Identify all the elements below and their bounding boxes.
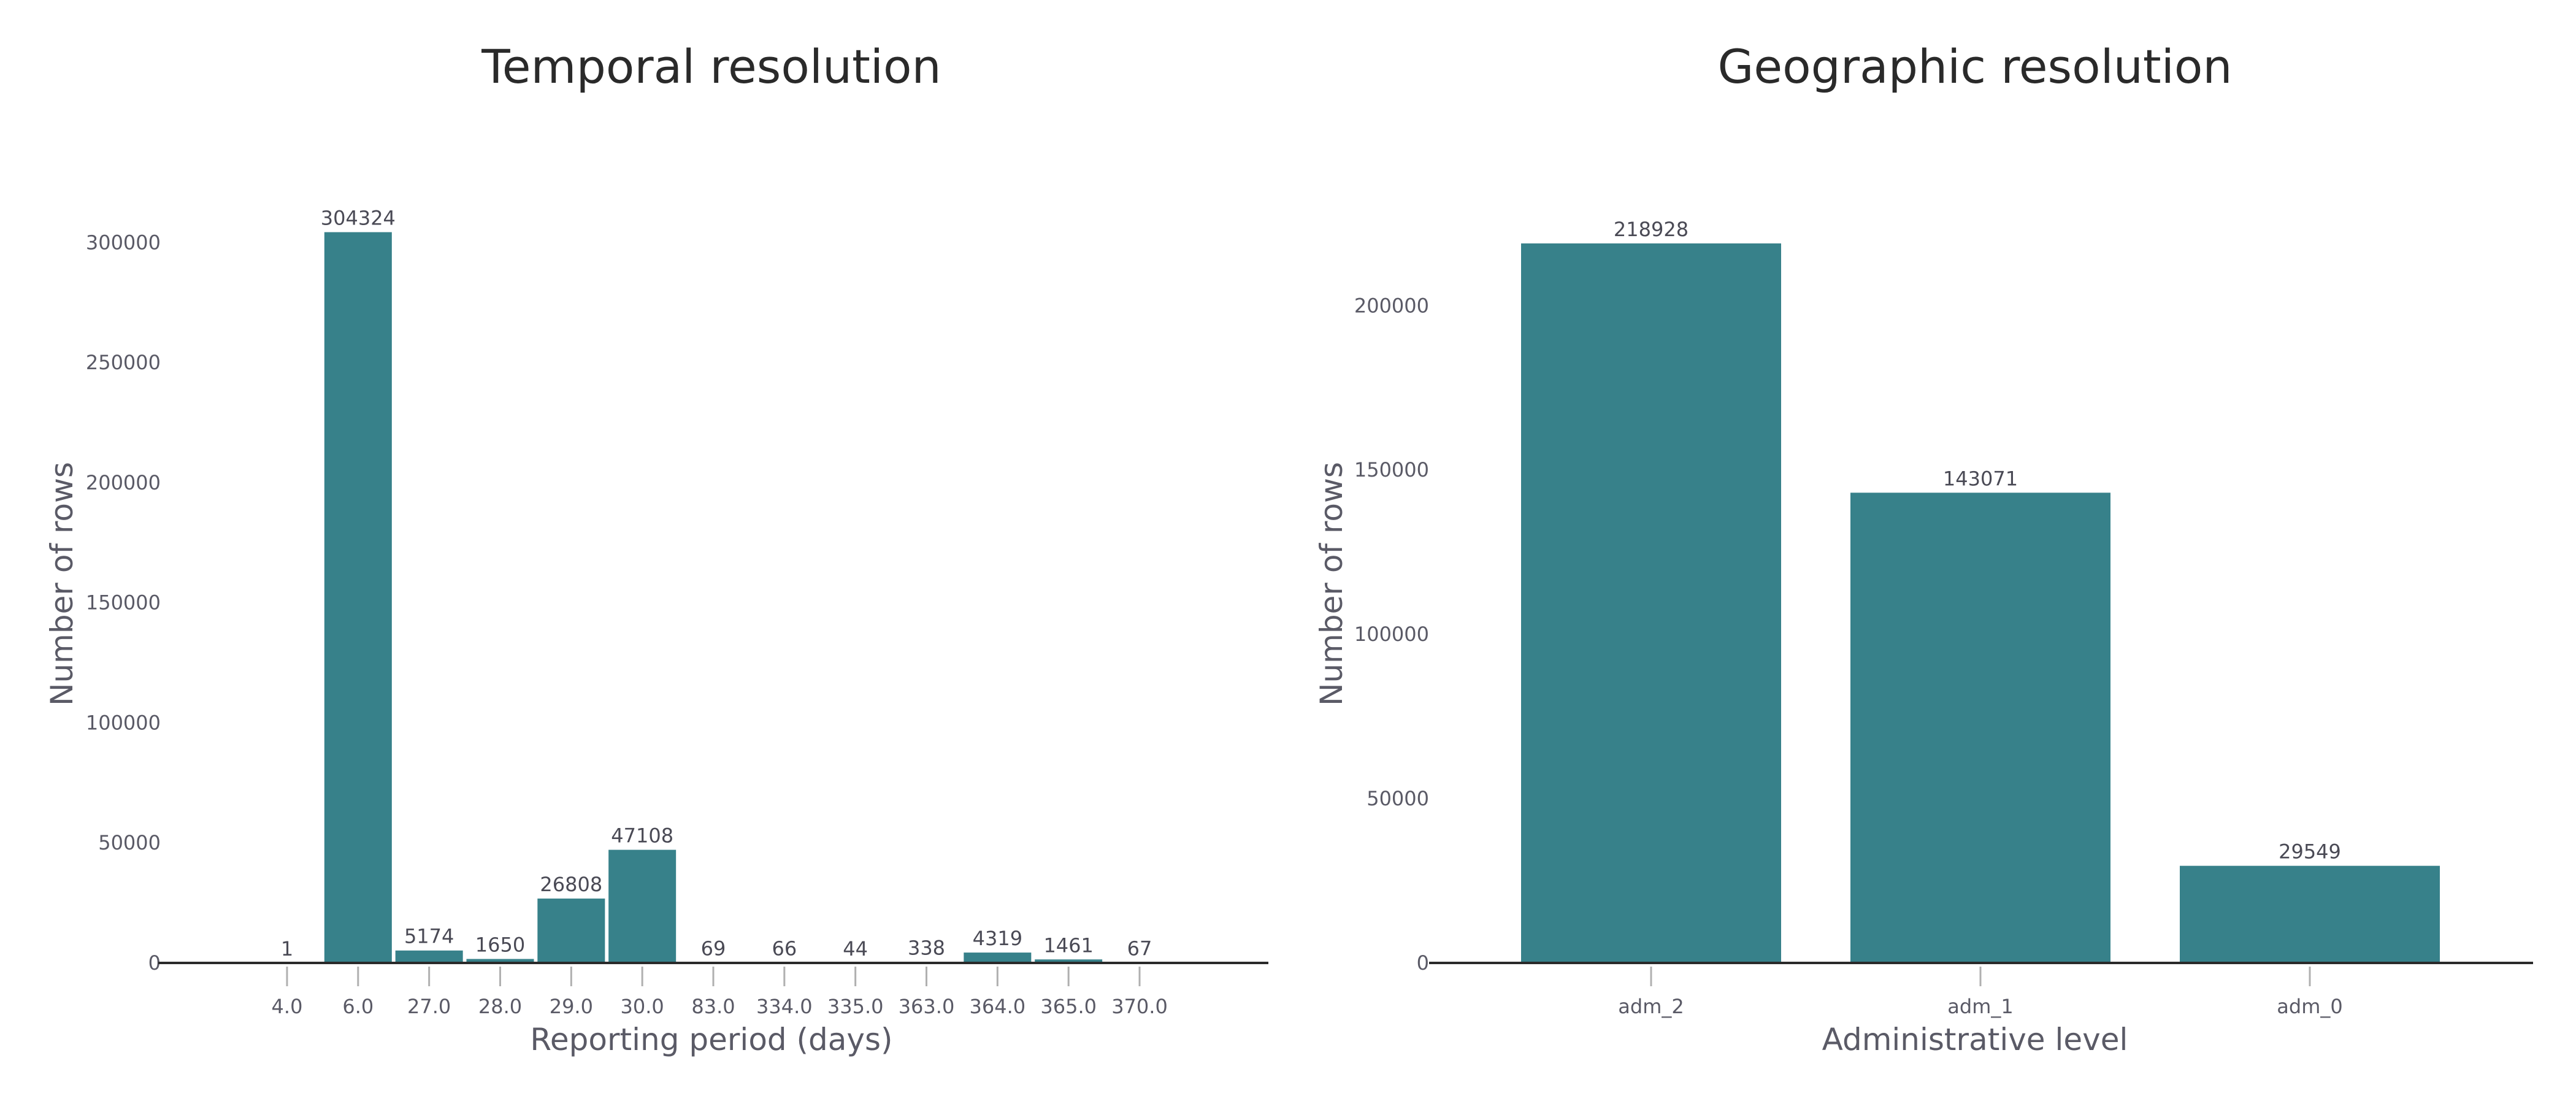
y-tick-label: 0 [1417, 951, 1429, 975]
data-label: 1461 [1043, 933, 1093, 957]
x-tick-label: 27.0 [407, 995, 451, 1018]
x-tick-label: 4.0 [272, 995, 303, 1018]
data-label: 67 [1127, 937, 1152, 960]
y-tick-label: 150000 [86, 591, 161, 615]
temporal-resolution-chart: Temporal resolution Reporting period (da… [44, 39, 1268, 1057]
x-tick-label: 335.0 [827, 995, 884, 1018]
bar [1521, 243, 1781, 963]
y-axis-title: Number of rows [44, 462, 80, 706]
y-tick-label: 200000 [1354, 294, 1429, 317]
x-tick-label: 364.0 [970, 995, 1026, 1018]
geographic-resolution-chart: Geographic resolution Administrative lev… [1288, 0, 2576, 1104]
data-label: 5174 [404, 925, 454, 948]
data-label: 44 [843, 937, 868, 960]
bar [537, 899, 605, 963]
data-label: 1 [281, 937, 293, 960]
geographic-chart-svg: Geographic resolution Administrative lev… [1314, 39, 2533, 1057]
x-tick-label: 30.0 [621, 995, 664, 1018]
bar [324, 232, 392, 964]
x-tick-label: 334.0 [756, 995, 813, 1018]
y-tick-label: 150000 [1354, 458, 1429, 481]
bar [395, 950, 463, 963]
y-tick-label: 50000 [98, 831, 161, 854]
bar [608, 849, 677, 963]
y-tick-label: 100000 [86, 711, 161, 734]
data-label: 143071 [1943, 467, 2018, 490]
x-axis-title: Administrative level [1822, 1022, 2128, 1057]
x-axis-title: Reporting period (days) [530, 1022, 892, 1057]
data-label: 26808 [540, 873, 602, 896]
data-label: 218928 [1614, 218, 1689, 241]
bar [1035, 959, 1103, 963]
data-label: 29549 [2279, 840, 2341, 864]
x-ticks-group: adm_2 adm_1 adm_0 [1618, 967, 2343, 1018]
x-tick-label: 363.0 [899, 995, 955, 1018]
data-labels-group: 1 304324 5174 1650 26808 47108 69 66 44 338 4319 14… [281, 207, 1152, 960]
data-label: 4319 [973, 927, 1022, 950]
bars-group [1521, 243, 2440, 963]
data-label: 47108 [611, 824, 673, 848]
y-axis-title: Number of rows [1314, 462, 1349, 706]
temporal-chart-svg: Temporal resolution Reporting period (da… [44, 39, 1268, 1057]
data-labels-group: 218928 143071 29549 [1614, 218, 2341, 864]
x-tick-label: adm_2 [1618, 995, 1684, 1018]
y-tick-label: 300000 [86, 231, 161, 254]
x-tick-label: 28.0 [478, 995, 522, 1018]
data-label: 338 [908, 937, 945, 960]
data-label: 304324 [321, 207, 396, 230]
y-tick-label: 200000 [86, 471, 161, 494]
x-tick-label: 29.0 [550, 995, 593, 1018]
x-tick-label: adm_1 [1947, 995, 2013, 1018]
x-tick-label: adm_0 [2277, 995, 2342, 1018]
x-tick-label: 6.0 [342, 995, 374, 1018]
chart-title: Temporal resolution [481, 39, 941, 94]
chart-title: Geographic resolution [1718, 39, 2233, 94]
y-tick-label: 250000 [86, 351, 161, 374]
x-tick-label: 365.0 [1040, 995, 1097, 1018]
bars-group [253, 232, 1173, 964]
data-label: 1650 [475, 933, 525, 957]
y-ticks-group: 0 50000 100000 150000 200000 [1354, 294, 1429, 975]
y-tick-label: 100000 [1354, 623, 1429, 646]
data-label: 66 [772, 937, 797, 960]
bar [964, 953, 1032, 963]
y-tick-label: 0 [148, 951, 161, 975]
x-ticks-group: 4.0 6.0 27.0 28.0 29.0 30.0 83.0 334.0 335.0 363.… [272, 967, 1168, 1018]
bar [2180, 865, 2440, 963]
bar [466, 959, 534, 963]
y-ticks-group: 0 50000 100000 150000 200000 250000 300000 [86, 231, 161, 975]
bar [1850, 493, 2110, 963]
y-tick-label: 50000 [1367, 787, 1429, 810]
x-tick-label: 83.0 [691, 995, 735, 1018]
x-tick-label: 370.0 [1111, 995, 1168, 1018]
data-label: 69 [701, 937, 726, 960]
